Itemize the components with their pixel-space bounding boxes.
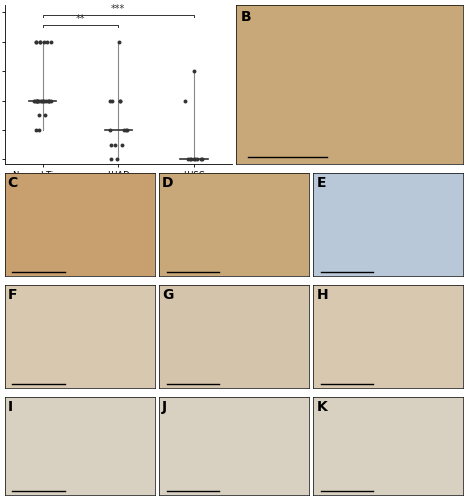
Point bbox=[35, 96, 43, 104]
Point bbox=[190, 67, 197, 75]
Point bbox=[182, 96, 189, 104]
Point bbox=[123, 126, 131, 134]
Point bbox=[44, 96, 51, 104]
Text: J: J bbox=[162, 400, 167, 414]
Point bbox=[41, 111, 48, 119]
Point bbox=[115, 38, 122, 46]
Point bbox=[43, 38, 51, 46]
Point bbox=[33, 96, 41, 104]
Point bbox=[193, 156, 201, 164]
Point bbox=[35, 111, 43, 119]
Point bbox=[107, 140, 115, 148]
Point bbox=[191, 156, 198, 164]
Text: C: C bbox=[7, 176, 18, 190]
Point bbox=[41, 38, 48, 46]
Point bbox=[30, 96, 37, 104]
Point bbox=[123, 126, 130, 134]
Point bbox=[41, 96, 48, 104]
Text: I: I bbox=[7, 400, 13, 414]
Point bbox=[37, 38, 44, 46]
Point bbox=[117, 96, 124, 104]
Text: E: E bbox=[316, 176, 326, 190]
Point bbox=[113, 156, 121, 164]
Point bbox=[35, 126, 43, 134]
Point bbox=[184, 156, 192, 164]
Point bbox=[33, 96, 41, 104]
Point bbox=[109, 96, 116, 104]
Text: B: B bbox=[241, 10, 251, 24]
Point bbox=[32, 126, 40, 134]
Point bbox=[33, 38, 40, 46]
Point bbox=[43, 96, 50, 104]
Point bbox=[118, 140, 125, 148]
Text: D: D bbox=[162, 176, 174, 190]
Point bbox=[47, 96, 55, 104]
Point bbox=[106, 96, 114, 104]
Text: F: F bbox=[7, 288, 17, 302]
Point bbox=[187, 156, 194, 164]
Point bbox=[107, 126, 114, 134]
Text: G: G bbox=[162, 288, 173, 302]
Point bbox=[199, 156, 206, 164]
Point bbox=[111, 140, 118, 148]
Point bbox=[116, 96, 124, 104]
Point bbox=[47, 38, 54, 46]
Point bbox=[45, 96, 52, 104]
Point bbox=[190, 156, 198, 164]
Point bbox=[197, 156, 205, 164]
Point bbox=[33, 96, 41, 104]
Point bbox=[38, 96, 45, 104]
Point bbox=[37, 96, 45, 104]
Point bbox=[108, 156, 115, 164]
Point bbox=[45, 96, 53, 104]
Text: ***: *** bbox=[111, 4, 125, 14]
Point bbox=[34, 96, 41, 104]
Text: H: H bbox=[316, 288, 328, 302]
Point bbox=[186, 156, 193, 164]
Point bbox=[39, 96, 47, 104]
Point bbox=[31, 96, 38, 104]
Point bbox=[120, 126, 128, 134]
Text: K: K bbox=[316, 400, 327, 414]
Point bbox=[33, 38, 40, 46]
Point bbox=[37, 38, 44, 46]
Text: **: ** bbox=[76, 14, 85, 24]
